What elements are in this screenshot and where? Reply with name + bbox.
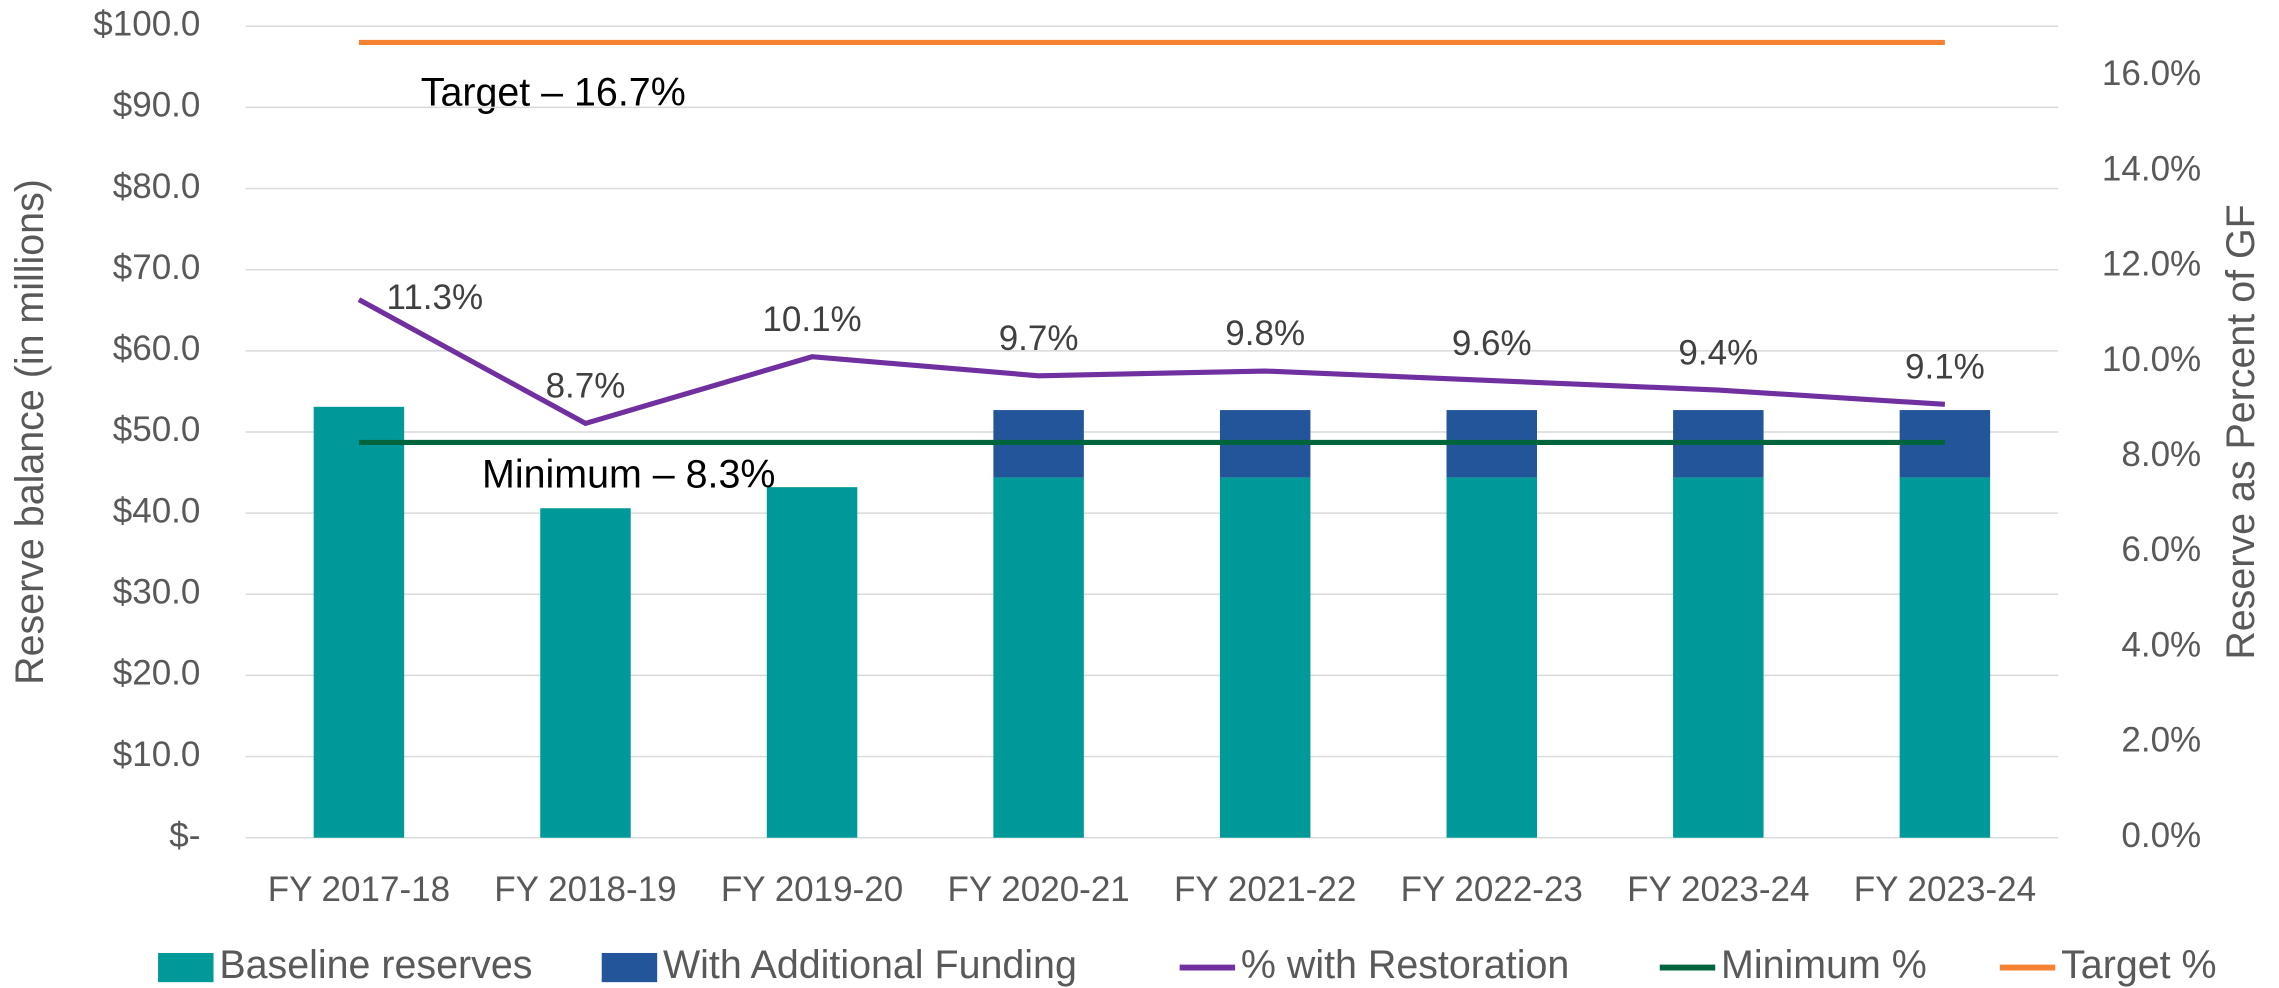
y-tick-label: $70.0 — [113, 248, 201, 287]
bar — [1219, 477, 1311, 838]
x-tick-label: FY 2023-24 — [1854, 870, 2036, 909]
y-tick-label: $80.0 — [113, 167, 201, 206]
line — [357, 297, 1946, 427]
y-tick-label: $30.0 — [113, 573, 201, 612]
legend-label: % with Restoration — [1241, 943, 1569, 987]
y2-tick-label: 8.0% — [2121, 435, 2201, 474]
y-tick-label: $60.0 — [113, 329, 201, 368]
y-tick-label: $90.0 — [113, 86, 201, 125]
bar — [1899, 477, 1991, 838]
y2-tick-label: 14.0% — [2102, 149, 2201, 188]
bar — [540, 508, 631, 838]
y-tick-label: $50.0 — [113, 410, 201, 449]
bar — [1673, 477, 1764, 838]
y-axis-title: Reserve balance (in millions) — [8, 179, 52, 685]
data-label: 9.8% — [1225, 314, 1305, 353]
x-tick-label: FY 2023-24 — [1627, 870, 1809, 909]
x-tick-label: FY 2017-18 — [268, 870, 450, 909]
bar — [313, 406, 405, 838]
data-label: 8.7% — [546, 367, 626, 406]
y2-tick-label: 6.0% — [2121, 530, 2201, 569]
legend-swatch — [601, 952, 658, 983]
y2-tick-label: 10.0% — [2102, 340, 2201, 379]
legend-label: Minimum % — [1721, 943, 1927, 987]
x-tick-label: FY 2020-21 — [947, 870, 1129, 909]
data-label: 9.6% — [1452, 324, 1532, 363]
y-tick-label: $100.0 — [93, 5, 200, 44]
x-tick-label: FY 2018-19 — [494, 870, 676, 909]
legend-label: Baseline reserves — [219, 943, 532, 987]
x-tick-label: FY 2019-20 — [721, 870, 903, 909]
bar — [766, 487, 858, 838]
y2-tick-label: 16.0% — [2102, 54, 2201, 93]
y-tick-label: $20.0 — [113, 654, 201, 693]
legend-label: Target % — [2061, 943, 2216, 987]
data-label: 9.7% — [999, 319, 1079, 358]
y-tick-label: $- — [169, 816, 200, 855]
y-tick-label: $10.0 — [113, 735, 201, 774]
y2-tick-label: 2.0% — [2121, 721, 2201, 760]
bar — [993, 477, 1084, 838]
y2-tick-label: 4.0% — [2121, 625, 2201, 664]
data-label: 11.3% — [386, 278, 483, 317]
y2-tick-label: 12.0% — [2102, 245, 2201, 284]
y2-tick-label: 0.0% — [2121, 816, 2201, 855]
legend-swatch — [158, 952, 214, 983]
bar — [1446, 477, 1537, 838]
x-tick-label: FY 2021-22 — [1174, 870, 1356, 909]
data-label: 9.1% — [1905, 348, 1985, 387]
minimum-annotation: Minimum – 8.3% — [482, 453, 775, 497]
y-tick-label: $40.0 — [113, 491, 201, 530]
y2-axis-title: Reserve as Percent of GF — [2219, 204, 2263, 659]
legend-label: With Additional Funding — [663, 943, 1077, 987]
x-tick-label: FY 2022-23 — [1401, 870, 1583, 909]
data-label: 9.4% — [1678, 333, 1758, 372]
data-label: 10.1% — [762, 300, 861, 339]
